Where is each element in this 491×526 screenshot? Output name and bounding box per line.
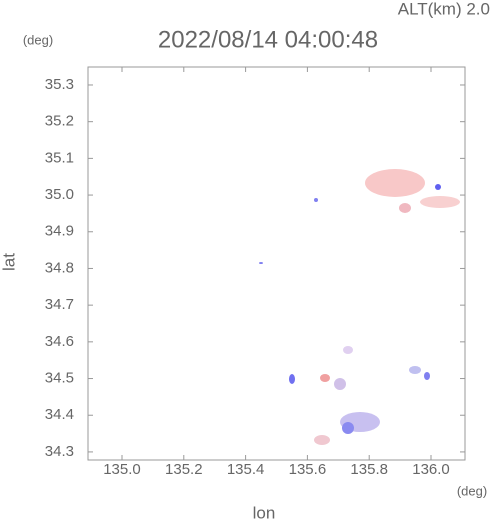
y-tick-label: 34.5 bbox=[45, 370, 74, 387]
y-tick-label: 34.7 bbox=[45, 296, 74, 313]
x-tick-label: 135.2 bbox=[165, 461, 203, 478]
echo bbox=[334, 378, 346, 390]
echo bbox=[320, 374, 330, 382]
x-axis-label: lon bbox=[253, 503, 276, 521]
y-tick-label: 35.0 bbox=[45, 186, 74, 203]
y-tick-label: 34.9 bbox=[45, 223, 74, 240]
x-tick-label: 135.8 bbox=[350, 461, 388, 478]
y-tick-label: 34.3 bbox=[45, 443, 74, 460]
plot-frame bbox=[87, 66, 466, 461]
echo bbox=[314, 435, 330, 445]
echo bbox=[343, 346, 353, 354]
chart-title: 2022/08/14 04:00:48 bbox=[158, 26, 378, 53]
y-tick-label: 35.1 bbox=[45, 149, 74, 166]
echo bbox=[409, 366, 421, 374]
echo bbox=[420, 196, 460, 208]
y-tick-label: 35.3 bbox=[45, 76, 74, 93]
y-tick-label: 34.8 bbox=[45, 259, 74, 276]
echo bbox=[342, 422, 354, 434]
x-tick-label: 136.0 bbox=[412, 461, 450, 478]
y-tick-label: 34.6 bbox=[45, 333, 74, 350]
echo bbox=[399, 203, 411, 213]
x-tick-label: 135.0 bbox=[103, 461, 141, 478]
x-unit: (deg) bbox=[457, 483, 487, 498]
echo bbox=[314, 198, 318, 202]
y-tick-label: 35.2 bbox=[45, 113, 74, 130]
echo bbox=[435, 184, 441, 190]
y-axis-label: lat bbox=[0, 253, 18, 271]
echo bbox=[424, 372, 430, 380]
y-tick-label: 34.4 bbox=[45, 406, 74, 423]
altitude-label: ALT(km) 2.0 bbox=[398, 0, 490, 18]
echo-areas bbox=[259, 169, 460, 445]
echo bbox=[289, 374, 295, 384]
x-tick-label: 135.6 bbox=[289, 461, 327, 478]
x-tick-label: 135.4 bbox=[227, 461, 265, 478]
echo bbox=[365, 169, 425, 197]
y-unit: (deg) bbox=[23, 32, 53, 47]
echo bbox=[259, 262, 263, 264]
